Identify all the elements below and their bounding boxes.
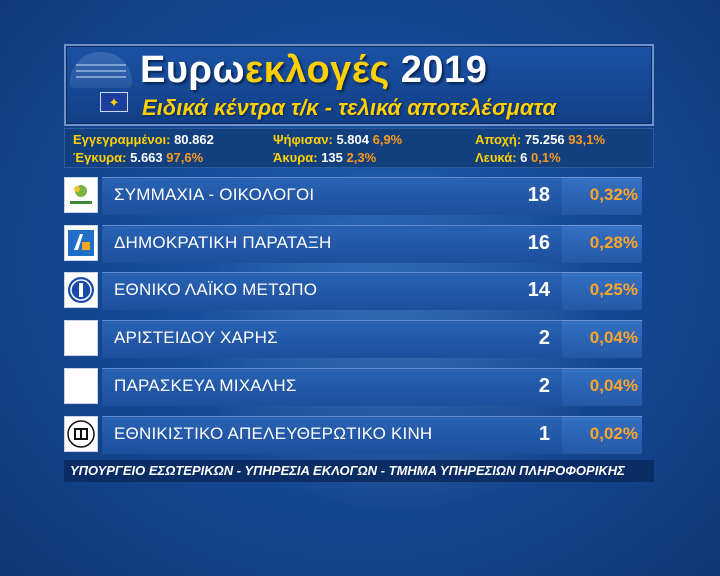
party-votes: 16 bbox=[527, 232, 550, 254]
stat-abstention-value: 75.256 bbox=[521, 132, 565, 147]
result-row: ΠΑΡΑΣΚΕΥΑ ΜΙΧΑΛΗΣ 2 0,04% bbox=[64, 368, 642, 410]
party-percentage: 0,02% bbox=[589, 424, 638, 443]
party-votes: 18 bbox=[527, 184, 550, 206]
stat-abstention: Αποχή: 75.256 93,1% bbox=[475, 132, 605, 147]
eu-parliament-logo: ✦ bbox=[70, 52, 132, 114]
parliament-building-icon bbox=[70, 52, 132, 88]
elam-logo-icon bbox=[68, 277, 94, 303]
stats-panel: Εγγεγραμμένοι: 80.862 Ψήφισαν: 5.804 6,9… bbox=[64, 128, 654, 168]
party-percentage: 0,25% bbox=[589, 280, 638, 299]
democratic-party-logo bbox=[64, 225, 98, 261]
party-name: ΕΘΝΙΚΟ ΛΑΪΚΟ ΜΕΤΩΠΟ bbox=[114, 280, 318, 299]
stat-registered-value: 80.862 bbox=[170, 132, 214, 147]
party-percentage: 0,04% bbox=[589, 376, 638, 395]
stat-invalid: Άκυρα: 135 2,3% bbox=[273, 150, 376, 165]
title-part-3: 2019 bbox=[389, 49, 488, 91]
party-votes: 14 bbox=[527, 279, 550, 301]
stat-voted-pct: 6,9% bbox=[368, 132, 403, 147]
party-name-bar bbox=[102, 225, 494, 263]
stat-registered: Εγγεγραμμένοι: 80.862 bbox=[73, 132, 214, 147]
pct-bar bbox=[562, 177, 642, 215]
stat-blank: Λευκά: 6 0,1% bbox=[475, 150, 561, 165]
stat-invalid-pct: 2,3% bbox=[342, 150, 377, 165]
stat-abstention-pct: 93,1% bbox=[564, 132, 606, 147]
stat-valid: Έγκυρα: 5.663 97,6% bbox=[73, 150, 203, 165]
pct-bar bbox=[562, 272, 642, 310]
party-votes: 2 bbox=[538, 375, 550, 397]
party-name-bar bbox=[102, 368, 494, 406]
stat-registered-label: Εγγεγραμμένοι: bbox=[73, 132, 171, 147]
party-name-bar bbox=[102, 416, 494, 454]
blank-logo bbox=[64, 320, 98, 356]
party-name: ΔΗΜΟΚΡΑΤΙΚΗ ΠΑΡΑΤΑΞΗ bbox=[114, 233, 332, 252]
party-percentage: 0,32% bbox=[589, 185, 638, 204]
result-row: ΔΗΜΟΚΡΑΤΙΚΗ ΠΑΡΑΤΑΞΗ 16 0,28% bbox=[64, 225, 642, 267]
title-part-2: εκλογές bbox=[245, 49, 390, 91]
party-name-bar bbox=[102, 272, 494, 310]
party-name: ΑΡΙΣΤΕΙΔΟΥ ΧΑΡΗΣ bbox=[114, 328, 278, 347]
stat-blank-value: 6 bbox=[516, 150, 528, 165]
header-panel: ✦ Ευρωεκλογές 2019 Ειδικά κέντρα τ/κ - τ… bbox=[64, 44, 654, 126]
nationalist-movement-logo-icon bbox=[67, 420, 95, 448]
stat-blank-pct: 0,1% bbox=[527, 150, 561, 165]
result-row: ΕΘΝΙΚΟ ΛΑΪΚΟ ΜΕΤΩΠΟ 14 0,25% bbox=[64, 272, 642, 314]
stat-abstention-label: Αποχή: bbox=[475, 132, 522, 147]
pct-bar bbox=[562, 416, 642, 454]
party-votes: 1 bbox=[538, 423, 550, 445]
result-row: ΑΡΙΣΤΕΙΔΟΥ ΧΑΡΗΣ 2 0,04% bbox=[64, 320, 642, 362]
stat-invalid-label: Άκυρα: bbox=[273, 150, 318, 165]
result-row: ΕΘΝΙΚΙΣΤΙΚΟ ΑΠΕΛΕΥΘΕΡΩΤΙΚΟ ΚΙΝΗ 1 0,02% bbox=[64, 416, 642, 458]
page-subtitle: Ειδικά κέντρα τ/κ - τελικά αποτελέσματα bbox=[142, 95, 557, 120]
party-name-bar bbox=[102, 177, 494, 215]
party-name-bar bbox=[102, 320, 494, 358]
footer-credits: ΥΠΟΥΡΓΕΙΟ ΕΣΩΤΕΡΙΚΩΝ - ΥΠΗΡΕΣΙΑ ΕΚΛΟΓΩΝ … bbox=[64, 460, 654, 482]
party-name: ΠΑΡΑΣΚΕΥΑ ΜΙΧΑΛΗΣ bbox=[114, 376, 297, 395]
party-votes: 2 bbox=[538, 327, 550, 349]
pct-bar bbox=[562, 225, 642, 263]
democratic-party-logo-icon bbox=[68, 230, 94, 256]
pct-bar bbox=[562, 320, 642, 358]
stat-blank-label: Λευκά: bbox=[475, 150, 517, 165]
stat-valid-value: 5.663 bbox=[126, 150, 163, 165]
party-name: ΕΘΝΙΚΙΣΤΙΚΟ ΑΠΕΛΕΥΘΕΡΩΤΙΚΟ ΚΙΝΗ bbox=[114, 424, 433, 443]
ecologists-logo bbox=[64, 177, 98, 213]
stat-valid-pct: 97,6% bbox=[162, 150, 204, 165]
stat-valid-label: Έγκυρα: bbox=[73, 150, 127, 165]
nationalist-movement-logo bbox=[64, 416, 98, 452]
stat-invalid-value: 135 bbox=[317, 150, 343, 165]
stat-voted-label: Ψήφισαν: bbox=[273, 132, 333, 147]
pct-bar bbox=[562, 368, 642, 406]
ecologists-logo-icon bbox=[70, 185, 92, 204]
party-percentage: 0,28% bbox=[589, 233, 638, 252]
eu-flag-icon: ✦ bbox=[100, 92, 128, 112]
blank-logo bbox=[64, 368, 98, 404]
party-name: ΣΥΜΜΑΧΙΑ - ΟΙΚΟΛΟΓΟΙ bbox=[114, 185, 315, 204]
party-percentage: 0,04% bbox=[589, 328, 638, 347]
title-part-1: Ευρω bbox=[140, 49, 246, 91]
stat-voted-value: 5.804 bbox=[332, 132, 369, 147]
result-row: ΣΥΜΜΑΧΙΑ - ΟΙΚΟΛΟΓΟΙ 18 0,32% bbox=[64, 177, 642, 219]
page-title: Ευρωεκλογές 2019 bbox=[140, 49, 487, 92]
stat-voted: Ψήφισαν: 5.804 6,9% bbox=[273, 132, 402, 147]
elam-logo bbox=[64, 272, 98, 308]
